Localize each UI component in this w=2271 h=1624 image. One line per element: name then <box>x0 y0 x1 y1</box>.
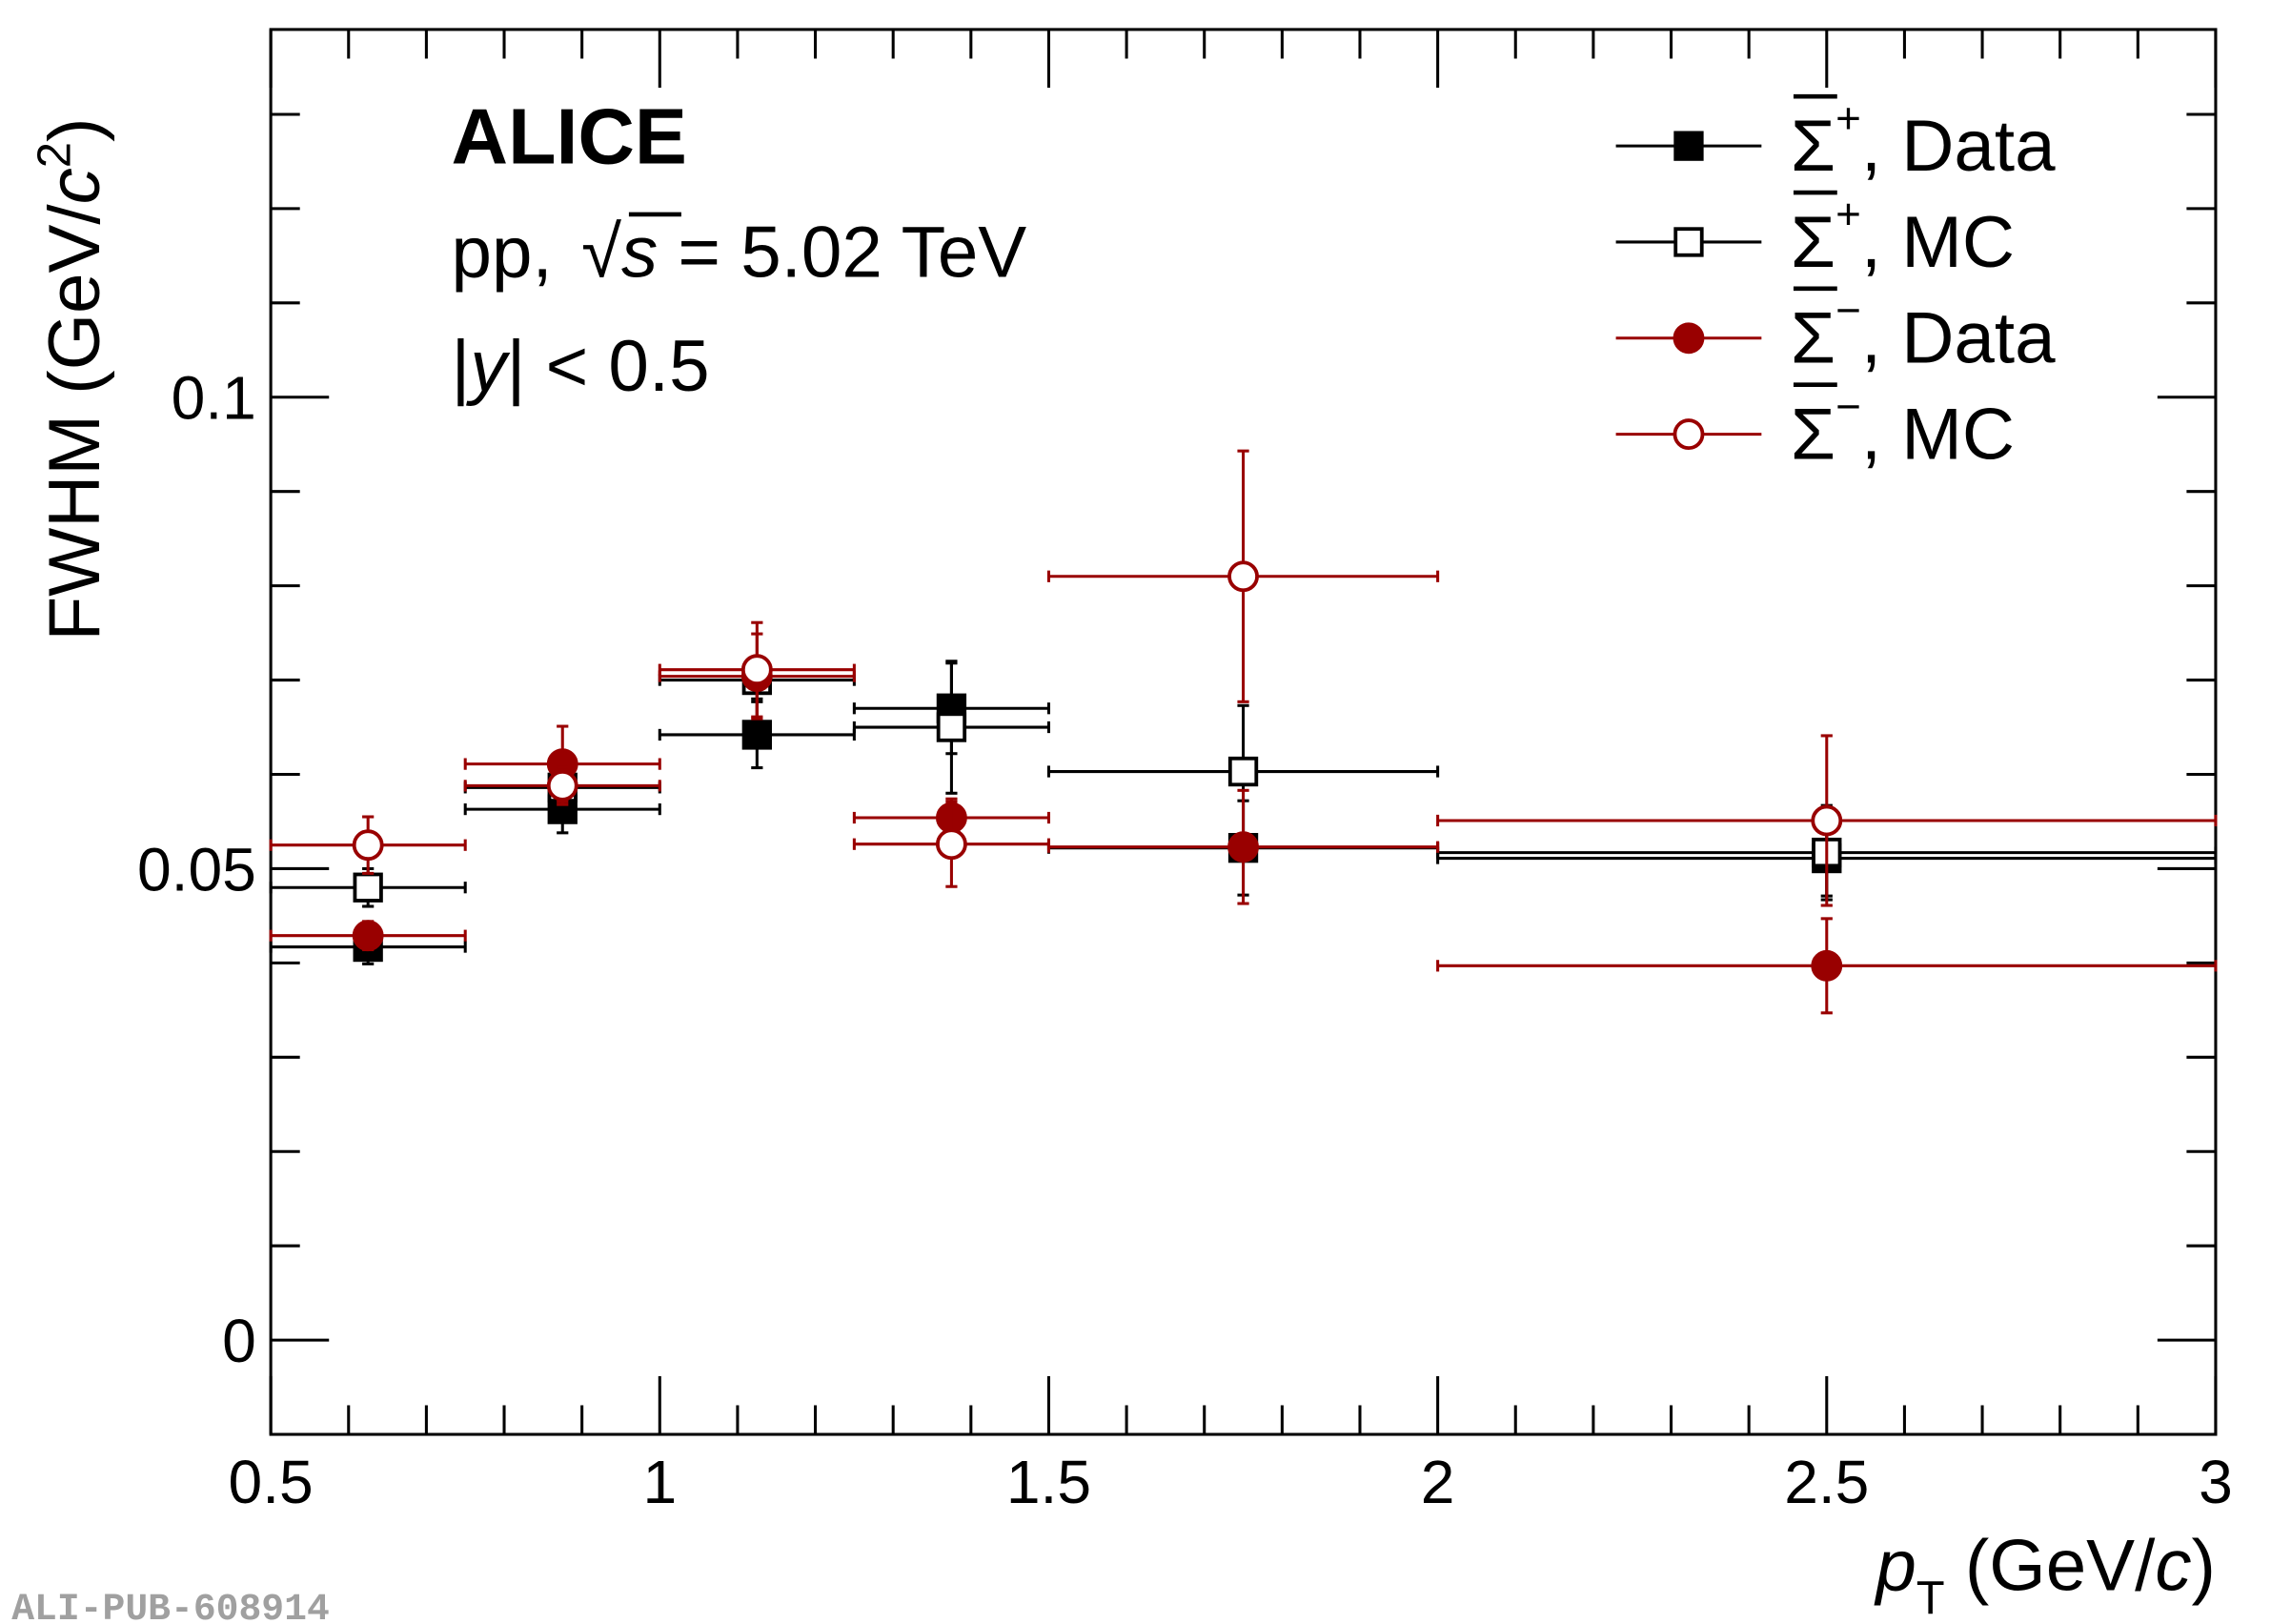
legend-entry: Σ−, Data <box>1615 286 2056 379</box>
system-label: pp, √s = 5.02 TeV <box>452 213 1027 294</box>
x-tick-label: 0.5 <box>229 1448 314 1516</box>
legend-entry: Σ+, MC <box>1615 190 2015 283</box>
data-point <box>1227 560 1259 593</box>
x-axis-label: pT (GeV/c) <box>1874 1525 2216 1623</box>
data-point <box>741 720 772 750</box>
data-point <box>936 712 967 742</box>
data-point <box>1227 831 1259 863</box>
x-tick-labels: 0.5 1 1.5 2 2.5 3 <box>229 1448 2233 1516</box>
legend-marker <box>1673 418 1705 451</box>
x-tick-label: 2 <box>1421 1448 1455 1516</box>
data-point <box>353 872 383 903</box>
x-tick-label: 2.5 <box>1784 1448 1869 1516</box>
data-point <box>740 654 773 686</box>
x-tick-label: 1.5 <box>1006 1448 1091 1516</box>
plot-frame <box>269 28 2218 1436</box>
series-3 <box>269 449 2218 907</box>
y-tick-label: 0.1 <box>172 364 256 433</box>
axis-ticks <box>269 29 2218 1436</box>
y-tick-labels: 0 0.05 0.1 <box>137 364 256 1375</box>
legend-marker <box>1673 227 1704 257</box>
data-marks <box>269 449 2218 1015</box>
data-point <box>352 920 384 952</box>
data-point <box>546 769 578 802</box>
x-tick-label: 1 <box>642 1448 677 1516</box>
y-axis-label: FWHM (GeV/c2) <box>29 118 115 641</box>
legend-label: Σ−, MC <box>1791 382 2015 476</box>
legend-marker <box>1673 131 1704 161</box>
rapidity-label: |y| < 0.5 <box>452 326 710 407</box>
data-point <box>1811 949 1843 982</box>
data-point <box>1811 804 1843 837</box>
legend-entry: Σ+, Data <box>1615 93 2056 187</box>
legend-label: Σ+, MC <box>1791 190 2015 283</box>
watermark: ALI-PUB-608914 <box>11 1588 330 1624</box>
y-tick-label: 0 <box>222 1307 256 1375</box>
x-tick-label: 3 <box>2199 1448 2233 1516</box>
legend-entry: Σ−, MC <box>1615 382 2015 476</box>
y-tick-label: 0.05 <box>137 835 256 903</box>
data-point <box>1227 756 1259 787</box>
experiment-label: ALICE <box>452 92 687 180</box>
legend-label: Σ+, Data <box>1791 93 2056 187</box>
legend-marker <box>1673 322 1705 355</box>
sqrt-symbol: √ <box>581 213 621 294</box>
data-point <box>935 828 967 861</box>
legend-label: Σ−, Data <box>1791 286 2056 379</box>
data-point <box>352 829 384 862</box>
